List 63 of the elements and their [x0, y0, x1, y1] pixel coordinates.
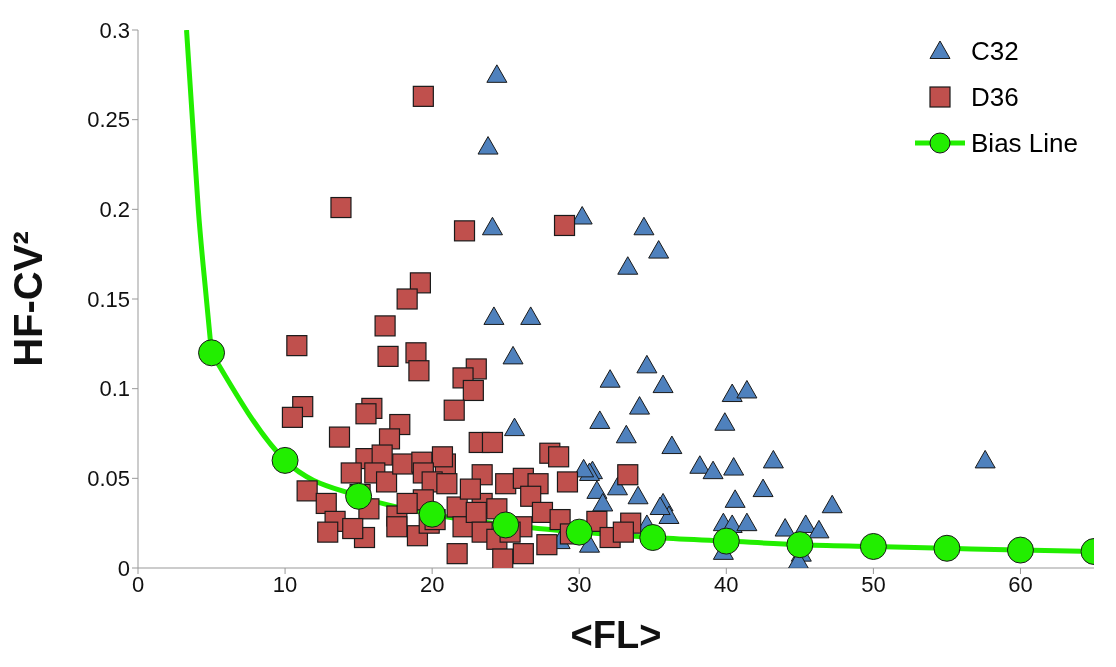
point	[198, 339, 226, 367]
x-tick-label: 10	[272, 571, 298, 597]
legend-label: D36	[971, 81, 1019, 113]
point	[786, 531, 814, 559]
y-tick-label: 0.1	[99, 376, 130, 402]
legend-label: Bias Line	[971, 127, 1078, 159]
point	[565, 518, 593, 546]
point	[617, 256, 639, 275]
legend-label: C32	[971, 35, 1019, 67]
point	[589, 410, 611, 429]
point	[859, 532, 887, 560]
y-tick-label: 0.05	[87, 466, 130, 492]
point	[520, 306, 542, 325]
point	[1006, 536, 1034, 564]
y-axis-title: HF-CV²	[6, 231, 51, 367]
x-axis-title: <FL>	[570, 614, 662, 656]
point	[648, 240, 670, 259]
y-tick-label: 0.3	[99, 17, 130, 43]
point	[599, 369, 621, 388]
point	[639, 524, 667, 552]
x-tick-label: 40	[714, 571, 739, 597]
point	[418, 500, 446, 528]
point	[345, 482, 373, 510]
point	[502, 345, 524, 365]
point	[724, 489, 746, 508]
point	[636, 354, 658, 374]
x-tick-label: 60	[1008, 571, 1033, 597]
point	[483, 306, 505, 325]
point	[629, 396, 651, 415]
point	[504, 417, 526, 437]
point	[481, 216, 503, 236]
point	[821, 494, 843, 514]
point	[933, 534, 961, 562]
point	[689, 455, 711, 474]
point	[633, 216, 655, 236]
point	[661, 435, 683, 455]
point	[762, 449, 784, 469]
point	[774, 518, 796, 537]
x-tick-label: 50	[861, 571, 886, 597]
point	[477, 136, 499, 155]
point	[714, 412, 736, 431]
point	[974, 449, 996, 469]
point	[702, 460, 724, 480]
point	[486, 64, 508, 83]
x-tick-label: 30	[566, 571, 592, 597]
point	[627, 485, 649, 505]
point	[752, 478, 774, 498]
point	[592, 492, 614, 512]
point	[492, 511, 520, 539]
y-tick-label: 0.15	[87, 286, 130, 312]
point	[721, 383, 743, 403]
point	[271, 446, 299, 474]
point	[712, 527, 740, 555]
point	[808, 519, 830, 539]
point	[652, 374, 674, 394]
x-tick-label: 20	[419, 571, 445, 597]
point	[615, 424, 637, 444]
y-tick-label: 0.2	[99, 197, 130, 223]
point	[736, 512, 758, 532]
point	[723, 457, 745, 476]
point	[736, 379, 758, 399]
y-tick-label: 0	[117, 555, 130, 581]
y-tick-label: 0.25	[87, 107, 130, 133]
